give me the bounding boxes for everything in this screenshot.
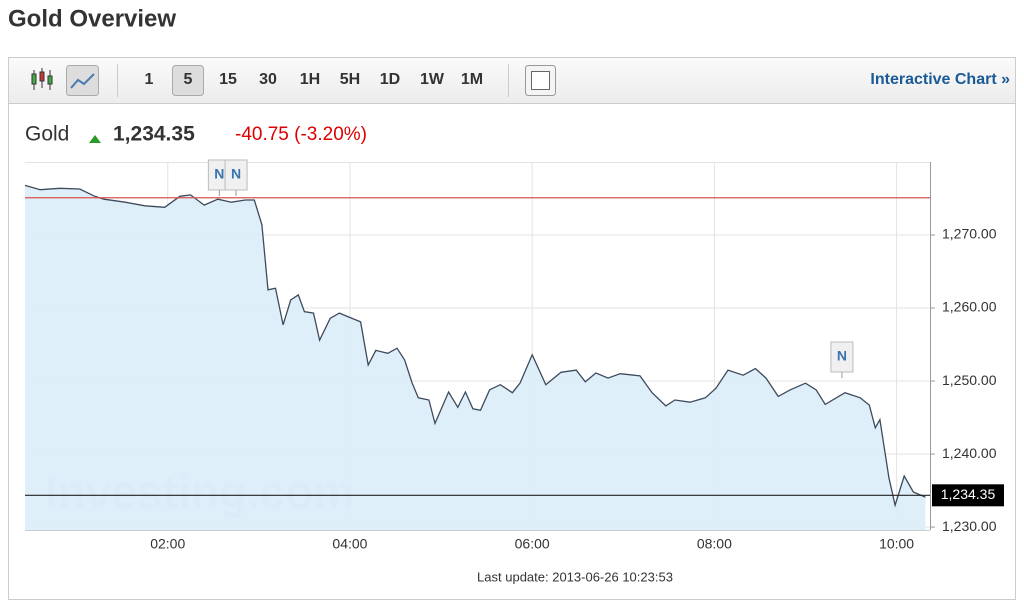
interval-button[interactable]: 1H <box>300 71 320 88</box>
y-tick-label: 1,270.00 <box>942 226 997 242</box>
toolbar <box>9 58 1015 103</box>
x-tick-label: 08:00 <box>697 536 732 552</box>
last-price-label: 1,234.35 <box>941 486 996 502</box>
news-label: N <box>837 348 847 364</box>
interval-button[interactable]: 5H <box>340 71 360 88</box>
interval-button[interactable]: 1M <box>461 71 483 88</box>
interval-button[interactable]: 1D <box>380 71 400 88</box>
y-tick-label: 1,240.00 <box>942 445 997 461</box>
interactive-chart-link[interactable]: Interactive Chart » <box>870 71 1010 88</box>
layout-icon-glyph <box>531 71 550 90</box>
interval-button[interactable]: 1 <box>145 71 154 88</box>
interval-button[interactable]: 5 <box>184 71 193 88</box>
last-price-box <box>932 484 1004 507</box>
page-title: Gold Overview <box>8 5 176 32</box>
x-tick-label: 04:00 <box>332 536 367 552</box>
price: 1,234.35 <box>113 123 195 146</box>
x-tick-label: 02:00 <box>150 536 185 552</box>
candle-icon[interactable] <box>31 68 53 90</box>
last-update: Last update: 2013-06-26 10:23:53 <box>477 569 673 584</box>
instrument-name: Gold <box>25 123 69 146</box>
news-label: N <box>231 166 241 182</box>
interval-button[interactable]: 1W <box>420 71 445 88</box>
news-marker[interactable] <box>830 341 854 373</box>
up-arrow <box>89 135 101 143</box>
selected-interval <box>172 65 204 96</box>
area <box>25 185 926 530</box>
line-icon-glyph <box>70 73 95 89</box>
x-tick-label: 06:00 <box>515 536 550 552</box>
x-tick-label: 10:00 <box>879 536 914 552</box>
price-line <box>24 184 926 508</box>
change: -40.75 (-3.20%) <box>235 124 367 145</box>
news-label: N <box>214 166 224 182</box>
y-tick-label: 1,250.00 <box>942 372 997 388</box>
y-tick-label: 1,260.00 <box>942 299 997 315</box>
news-marker[interactable] <box>224 159 248 191</box>
y-tick-label: 1,230.00 <box>942 518 997 534</box>
line-icon[interactable] <box>66 65 99 96</box>
interval-button[interactable]: 15 <box>219 71 237 88</box>
interval-button[interactable]: 30 <box>259 71 277 88</box>
